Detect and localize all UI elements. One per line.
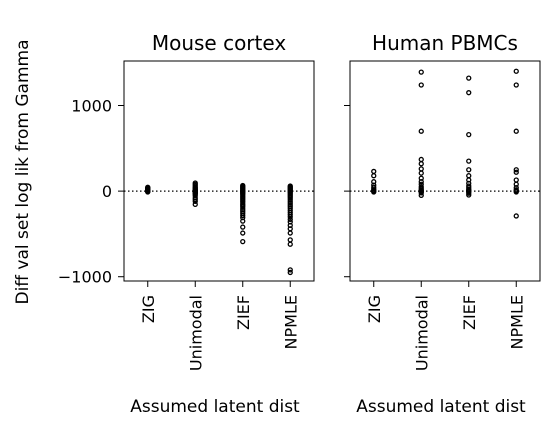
data-point — [419, 167, 423, 171]
data-point — [241, 240, 245, 244]
data-point — [241, 231, 245, 235]
data-point — [372, 169, 376, 173]
x-tick-label: ZIEF — [460, 295, 479, 330]
y-tick-label: 0 — [102, 182, 112, 201]
x-tick-label: ZIEF — [234, 295, 253, 330]
data-point — [514, 129, 518, 133]
x-tick-label: ZIG — [139, 295, 158, 323]
x-tick-label: Unimodal — [186, 295, 205, 371]
panel-mouse-cortex: Mouse cortex −1000 0 1000 ZIG Unimodal ZIEF NPM… — [58, 31, 314, 417]
data-point — [467, 91, 471, 95]
data-point — [419, 157, 423, 161]
plot-frame — [124, 61, 314, 281]
panel-title: Human PBMCs — [372, 31, 518, 55]
y-tick-label: −1000 — [58, 268, 112, 287]
x-tick-label: NPMLE — [507, 295, 526, 349]
data-point — [467, 159, 471, 163]
y-axis-label: Diff val set log lik from Gamma — [13, 39, 33, 304]
data-point — [467, 76, 471, 80]
data-point — [288, 231, 292, 235]
data-point — [467, 174, 471, 178]
data-point — [514, 69, 518, 73]
x-tick-label: NPMLE — [281, 295, 300, 349]
data-point — [288, 238, 292, 242]
data-point — [419, 162, 423, 166]
x-tick-label: ZIG — [365, 295, 384, 323]
x-axis-label: Assumed latent dist — [356, 397, 526, 417]
data-point — [514, 83, 518, 87]
data-point — [193, 202, 197, 206]
data-point — [419, 129, 423, 133]
panel-title: Mouse cortex — [152, 31, 287, 55]
data-point — [467, 168, 471, 172]
data-point — [419, 70, 423, 74]
data-point — [419, 83, 423, 87]
y-tick-label: 1000 — [71, 97, 112, 116]
data-point — [241, 225, 245, 229]
data-point — [241, 219, 245, 223]
data-point — [419, 171, 423, 175]
data-point — [288, 227, 292, 231]
data-point — [514, 178, 518, 182]
x-tick-label: Unimodal — [412, 295, 431, 371]
panel-human-pbmcs: Human PBMCs ZIG Unimodal ZIEF NPMLE Assumed l… — [344, 31, 540, 417]
data-point — [288, 242, 292, 246]
plot-frame — [350, 61, 540, 281]
data-point — [467, 133, 471, 137]
x-axis-label: Assumed latent dist — [130, 397, 300, 417]
data-point — [372, 174, 376, 178]
data-point — [514, 214, 518, 218]
